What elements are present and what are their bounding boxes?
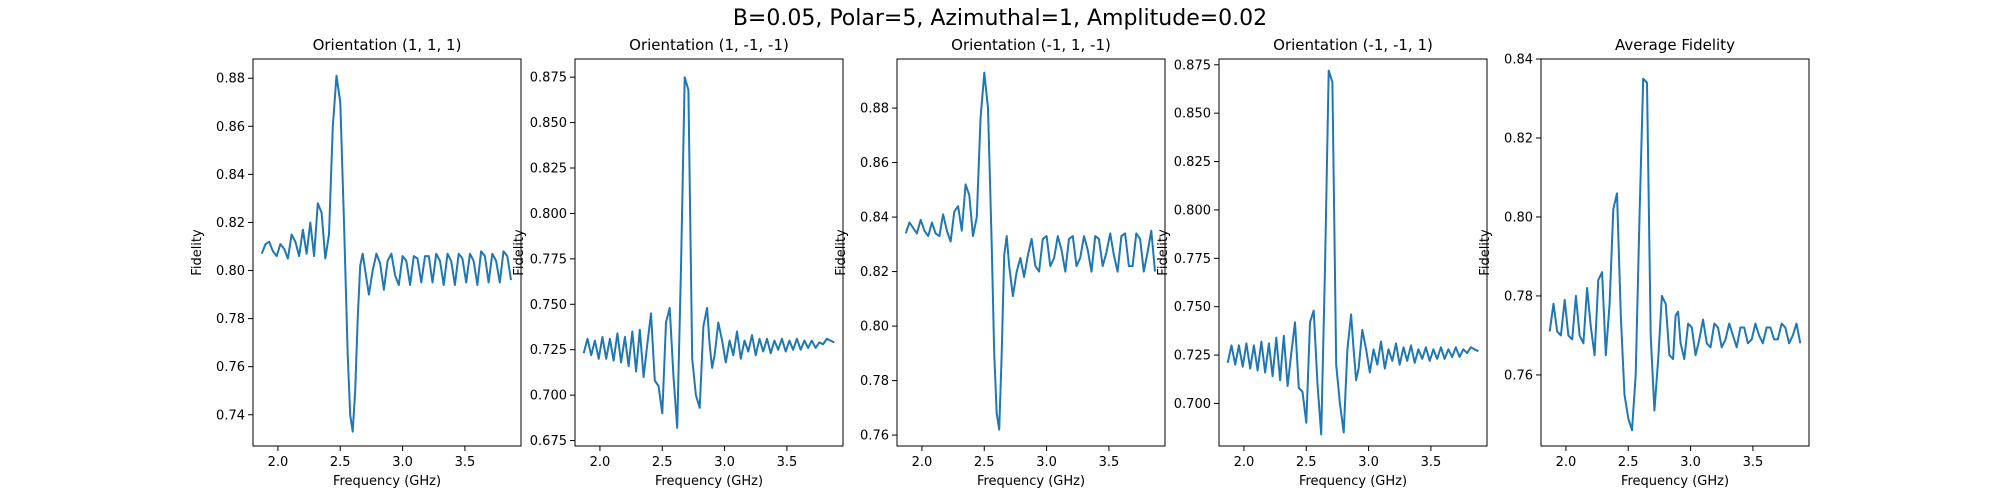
x-tick-label: 3.5 xyxy=(455,455,476,470)
panel-title: Orientation (-1, 1, -1) xyxy=(951,36,1111,54)
y-axis-label: Fidelity xyxy=(1156,229,1171,276)
axes-frame xyxy=(896,58,1166,447)
y-tick-label: 0.825 xyxy=(530,162,567,177)
y-tick-label: 0.76 xyxy=(860,429,889,444)
x-tick-label: 3.0 xyxy=(1358,455,1379,470)
x-tick-label: 2.5 xyxy=(974,455,995,470)
x-tick-label: 2.5 xyxy=(1296,455,1317,470)
y-tick-label: 0.76 xyxy=(1504,368,1533,383)
y-axis-label: Fidelity xyxy=(834,229,849,276)
x-tick-label: 3.0 xyxy=(714,455,735,470)
series-line xyxy=(260,74,512,433)
x-tick-label: 2.5 xyxy=(330,455,351,470)
y-tick-label: 0.675 xyxy=(530,434,567,449)
y-tick-label: 0.74 xyxy=(216,408,245,423)
x-axis-label: Frequency (GHz) xyxy=(333,474,441,489)
axes-frame xyxy=(252,58,522,447)
y-tick-label: 0.800 xyxy=(1174,203,1211,218)
y-tick-label: 0.80 xyxy=(1504,210,1533,225)
y-tick-label: 0.84 xyxy=(860,211,889,226)
x-tick-label: 3.5 xyxy=(1421,455,1442,470)
series-line xyxy=(1548,77,1802,432)
y-axis-label: Fidelity xyxy=(1478,229,1493,276)
x-tick-label: 2.0 xyxy=(590,455,611,470)
x-tick-label: 2.0 xyxy=(1234,455,1255,470)
y-tick-label: 0.84 xyxy=(1504,53,1533,68)
x-tick-label: 2.0 xyxy=(912,455,933,470)
x-tick-label: 2.0 xyxy=(268,455,289,470)
x-axis-label: Frequency (GHz) xyxy=(655,474,763,489)
y-tick-label: 0.850 xyxy=(530,116,567,131)
series-line xyxy=(582,76,835,429)
y-tick-label: 0.800 xyxy=(530,207,567,222)
y-tick-label: 0.700 xyxy=(530,389,567,404)
x-tick-label: 2.0 xyxy=(1556,455,1577,470)
axes-frame xyxy=(574,58,844,447)
figure-title: B=0.05, Polar=5, Azimuthal=1, Amplitude=… xyxy=(732,6,1268,31)
x-tick-label: 2.5 xyxy=(1618,455,1639,470)
x-tick-label: 3.0 xyxy=(392,455,413,470)
x-tick-label: 3.5 xyxy=(1099,455,1120,470)
panel-title: Orientation (1, 1, 1) xyxy=(313,36,462,54)
y-tick-label: 0.82 xyxy=(1504,131,1533,146)
y-tick-label: 0.88 xyxy=(216,72,245,87)
y-tick-label: 0.80 xyxy=(216,264,245,279)
y-tick-label: 0.88 xyxy=(860,102,889,117)
y-tick-label: 0.725 xyxy=(530,343,567,358)
axes-frame xyxy=(1218,58,1488,447)
y-tick-label: 0.86 xyxy=(860,156,889,171)
panel-title: Orientation (1, -1, -1) xyxy=(629,36,789,54)
axes-frame xyxy=(1540,58,1810,447)
x-tick-label: 3.5 xyxy=(777,455,798,470)
series-line xyxy=(1226,69,1479,436)
y-tick-label: 0.82 xyxy=(860,265,889,280)
y-tick-label: 0.78 xyxy=(860,374,889,389)
x-tick-label: 3.5 xyxy=(1743,455,1764,470)
panel-title: Average Fidelity xyxy=(1615,36,1735,54)
y-tick-label: 0.80 xyxy=(860,320,889,335)
y-tick-label: 0.850 xyxy=(1174,107,1211,122)
y-axis-label: Fidelity xyxy=(512,229,527,276)
x-tick-label: 3.0 xyxy=(1036,455,1057,470)
y-axis-label: Fidelity xyxy=(190,229,205,276)
y-tick-label: 0.82 xyxy=(216,216,245,231)
x-axis-label: Frequency (GHz) xyxy=(1299,474,1407,489)
y-tick-label: 0.750 xyxy=(1174,300,1211,315)
x-tick-label: 2.5 xyxy=(652,455,673,470)
panel-title: Orientation (-1, -1, 1) xyxy=(1273,36,1433,54)
y-tick-label: 0.750 xyxy=(530,298,567,313)
x-tick-label: 3.0 xyxy=(1680,455,1701,470)
x-axis-label: Frequency (GHz) xyxy=(977,474,1085,489)
y-tick-label: 0.725 xyxy=(1174,349,1211,364)
y-tick-label: 0.78 xyxy=(1504,289,1533,304)
y-tick-label: 0.700 xyxy=(1174,397,1211,412)
x-axis-label: Frequency (GHz) xyxy=(1621,474,1729,489)
y-tick-label: 0.825 xyxy=(1174,155,1211,170)
y-tick-label: 0.76 xyxy=(216,360,245,375)
y-tick-label: 0.875 xyxy=(1174,58,1211,73)
y-tick-label: 0.84 xyxy=(216,168,245,183)
y-tick-label: 0.78 xyxy=(216,312,245,327)
y-tick-label: 0.86 xyxy=(216,120,245,135)
y-tick-label: 0.875 xyxy=(530,71,567,86)
series-line xyxy=(904,71,1156,431)
y-tick-label: 0.775 xyxy=(530,252,567,267)
y-tick-label: 0.775 xyxy=(1174,252,1211,267)
